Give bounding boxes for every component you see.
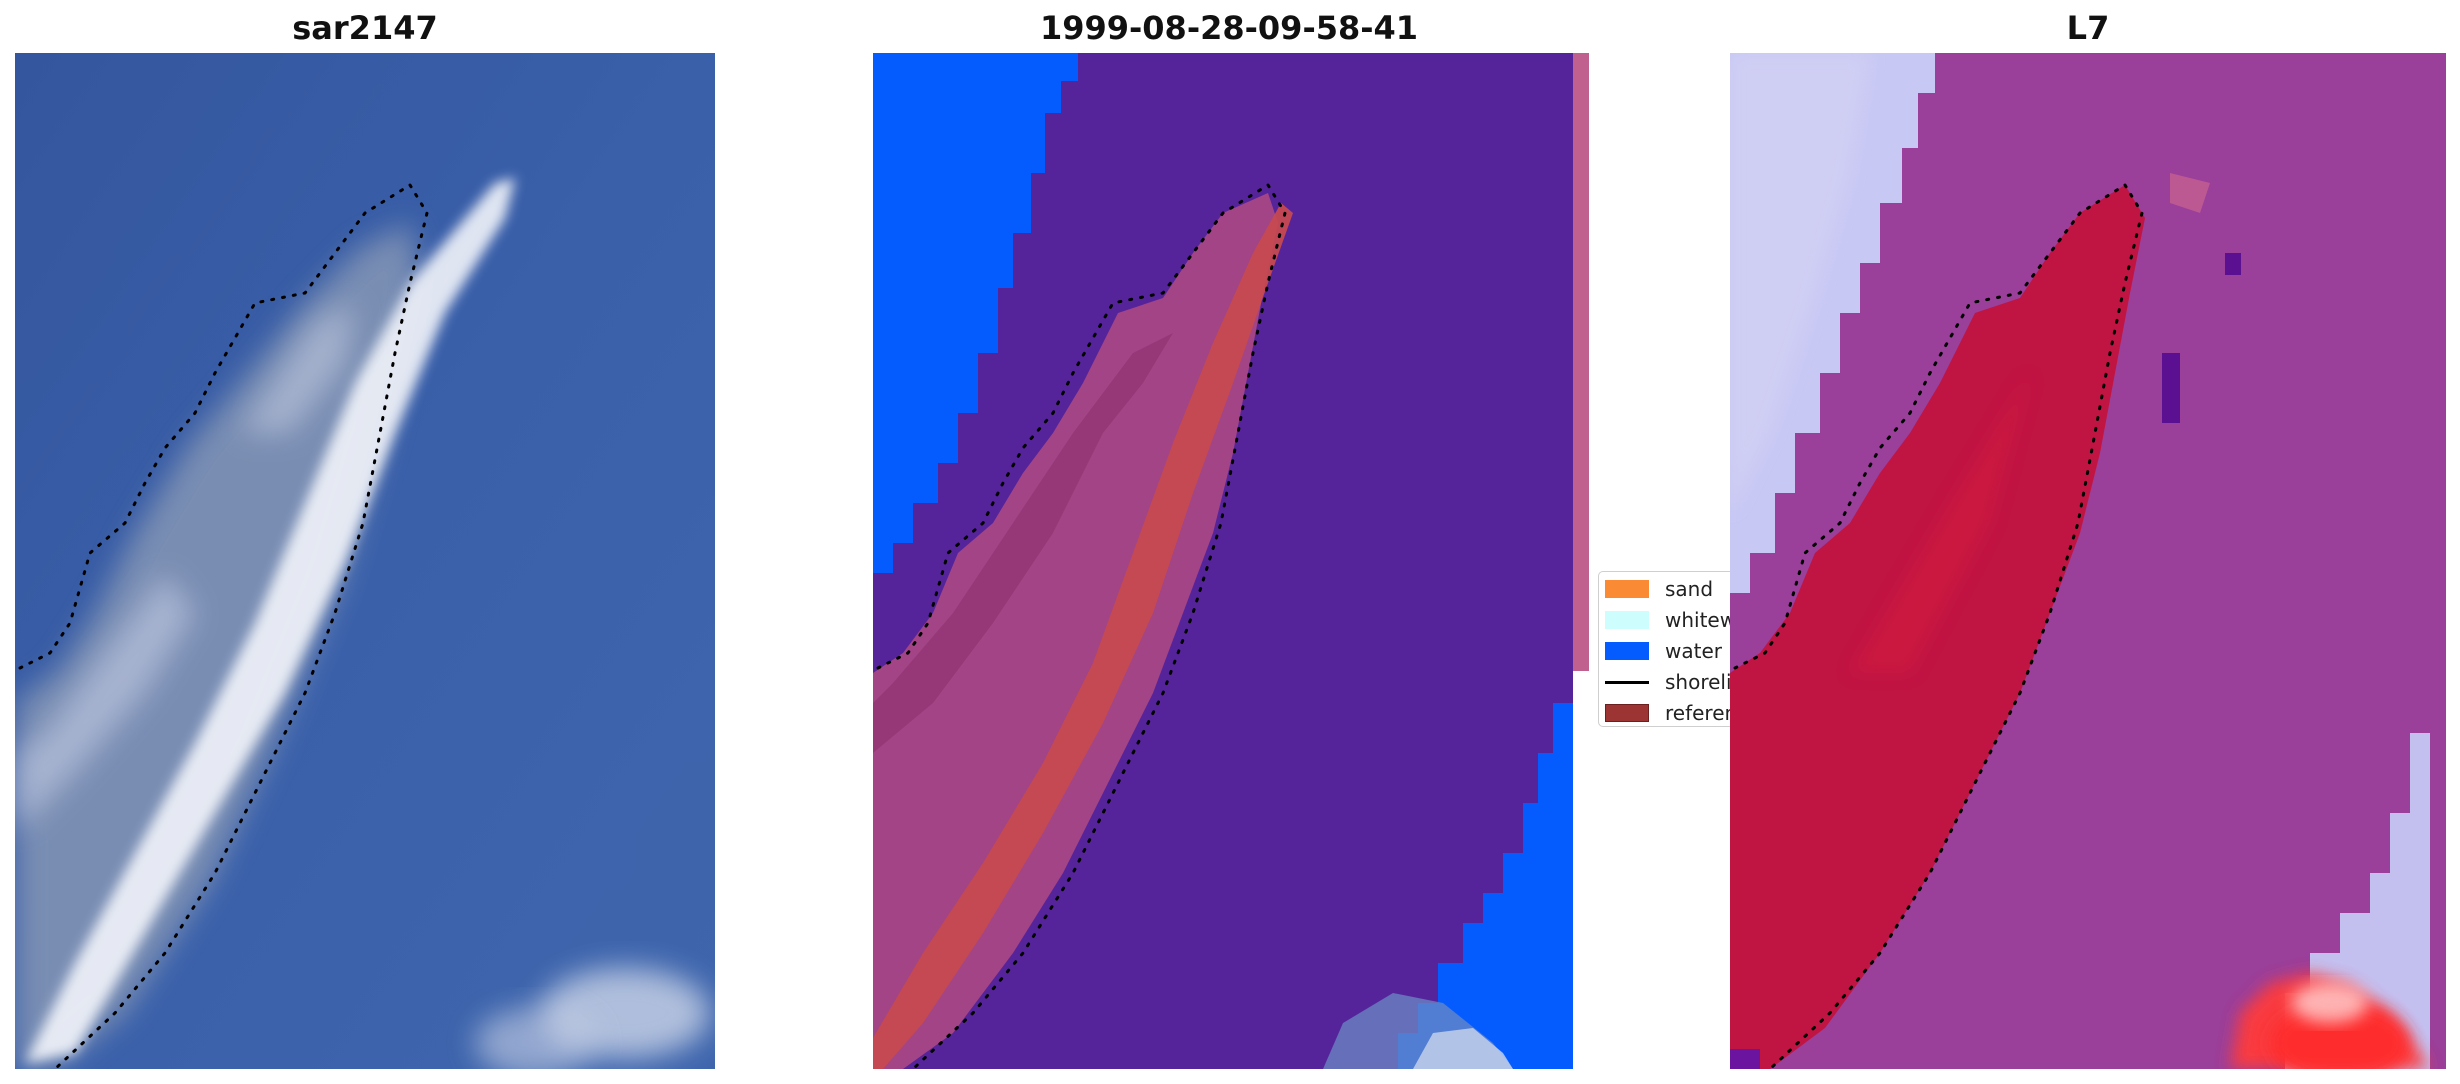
- legend-swatch-whitewater: [1605, 611, 1649, 629]
- legend-label-sand: sand: [1665, 577, 1714, 601]
- legend-item-reference-shoreline: reference shoreline: [1605, 701, 1737, 725]
- legend-swatch-reference-shoreline: [1605, 704, 1649, 722]
- panel-title-rgb: sar2147: [292, 9, 438, 47]
- index-image-panel: [1730, 53, 2446, 1069]
- legend-label-water: water: [1665, 639, 1722, 663]
- legend-item-water: water: [1605, 639, 1722, 663]
- legend: sand whitewater water shoreline referenc…: [1598, 571, 1738, 727]
- legend-label-reference-shoreline: reference shoreline: [1665, 701, 1737, 725]
- panel-title-index: L7: [2066, 9, 2110, 47]
- water-region-right: [1398, 703, 1573, 1069]
- legend-item-whitewater: whitewater: [1605, 608, 1737, 632]
- panel-title-classified: 1999-08-28-09-58-41: [1039, 9, 1419, 47]
- legend-line-shoreline: [1605, 680, 1649, 684]
- classified-image-panel: [873, 53, 1589, 1069]
- legend-label-whitewater: whitewater: [1665, 608, 1737, 632]
- classified-image: [873, 53, 1589, 1069]
- sand-region: [873, 193, 1278, 1069]
- legend-item-shoreline: shoreline: [1605, 670, 1737, 694]
- whitewater-streak: [25, 178, 515, 1063]
- rgb-image-panel: [15, 53, 715, 1069]
- water-region-left: [873, 53, 1078, 573]
- spit-body: [15, 223, 420, 1069]
- legend-swatch-sand: [1605, 580, 1649, 598]
- land-index-region: [1730, 185, 2145, 1069]
- whitewater-class-band: [873, 203, 1293, 1069]
- legend-label-shoreline: shoreline: [1665, 670, 1737, 694]
- rgb-satellite-image: [15, 53, 715, 1069]
- legend-swatch-water: [1605, 642, 1649, 660]
- legend-item-sand: sand: [1605, 577, 1713, 601]
- detected-shoreline: [18, 182, 429, 1069]
- index-image: [1730, 53, 2446, 1069]
